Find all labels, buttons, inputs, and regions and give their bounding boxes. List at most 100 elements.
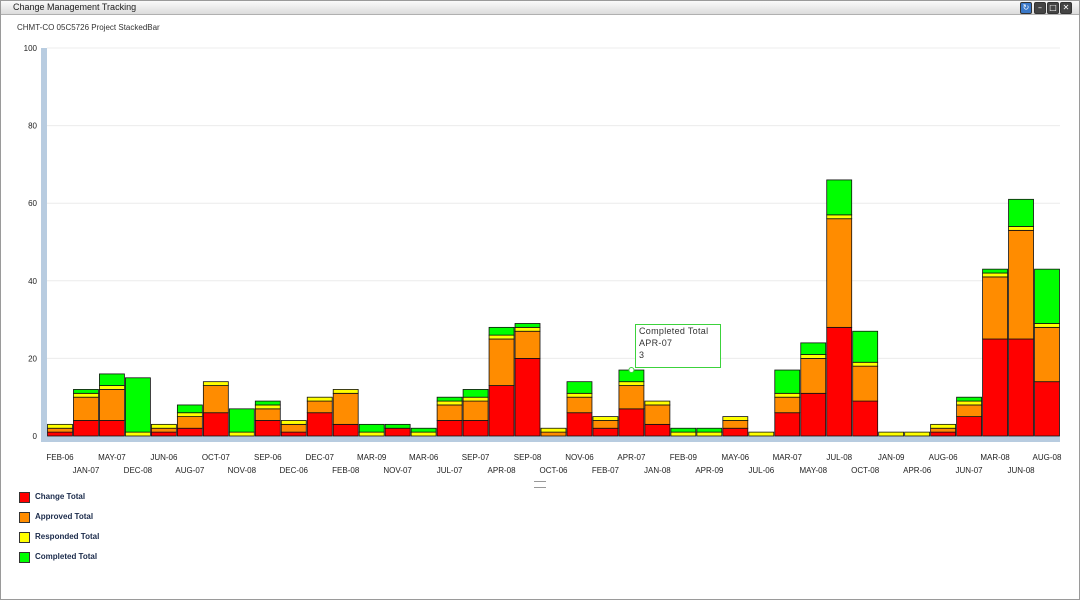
bar-segment [566, 381, 593, 394]
bar-segment [47, 431, 73, 437]
x-tick-label: NOV-08 [228, 466, 257, 475]
refresh-icon[interactable]: ↻ [1020, 2, 1032, 14]
legend-label: Responded Total [35, 532, 100, 541]
bar-segment [462, 420, 489, 437]
bar-segment [1034, 268, 1060, 324]
x-tick-label: DEC-06 [280, 466, 309, 475]
bar-segment [566, 412, 593, 437]
x-tick-label: AUG-08 [1033, 453, 1062, 462]
x-tick-label: JAN-07 [73, 466, 100, 475]
bar-segment [774, 369, 801, 394]
tooltip-value: 3 [639, 350, 645, 360]
bar-segment [904, 431, 931, 437]
bar-segment [436, 404, 463, 421]
bar-segment [254, 400, 281, 406]
bar-segment [852, 400, 879, 437]
bar-segment [852, 365, 879, 402]
x-tick-label: JUN-08 [1007, 466, 1035, 475]
bar-segment [358, 431, 385, 437]
chart-tooltip: Completed Total APR-07 3 [635, 324, 721, 368]
legend-swatch [19, 532, 30, 543]
bar-segment [1008, 226, 1034, 231]
bar-segment [540, 427, 567, 433]
bar-segment [488, 334, 515, 340]
bar-segment [462, 400, 489, 421]
bar-segment [125, 431, 151, 437]
y-tick-label: 60 [28, 199, 37, 208]
x-tick-label: FEB-06 [46, 453, 74, 462]
bar-segment [280, 420, 307, 425]
minimize-icon[interactable]: – [1034, 2, 1046, 14]
x-tick-label: OCT-08 [851, 466, 880, 475]
bar-segment [800, 357, 827, 394]
x-tick-label: NOV-06 [565, 453, 594, 462]
legend-swatch [19, 552, 30, 563]
y-axis-wall [41, 48, 47, 441]
bar-segment [99, 420, 125, 437]
splitter-handle[interactable] [534, 481, 546, 488]
bar-segment [176, 404, 203, 414]
bar-segment [125, 377, 151, 433]
bar-segment [722, 416, 749, 421]
bar-segment [99, 385, 125, 390]
x-tick-label: MAY-08 [799, 466, 827, 475]
bar-segment [1008, 338, 1034, 437]
bar-segment [722, 420, 749, 429]
bar-segment [696, 427, 723, 433]
bar-segment [644, 423, 671, 437]
bar-segment [202, 381, 229, 386]
x-tick-label: SEP-06 [254, 453, 282, 462]
x-tick-label: JUL-08 [826, 453, 852, 462]
bar-segment [644, 404, 671, 425]
bar-segment [644, 400, 671, 406]
maximize-icon[interactable]: □ [1047, 2, 1059, 14]
bar-segment [332, 423, 359, 437]
bar-segment [566, 392, 593, 398]
x-tick-label: MAR-07 [773, 453, 803, 462]
y-tick-label: 40 [28, 277, 37, 286]
bar-segment [410, 431, 437, 437]
bar-segment [254, 404, 281, 410]
x-tick-label: AUG-07 [175, 466, 204, 475]
bar-segment [99, 373, 125, 386]
bar-segment [618, 385, 645, 410]
x-tick-label: DEC-08 [124, 466, 153, 475]
close-icon[interactable]: ✕ [1060, 2, 1072, 14]
y-tick-label: 20 [28, 354, 37, 363]
bar-segment [774, 392, 801, 398]
bar-segment [514, 330, 541, 359]
bar-segment [1008, 198, 1034, 227]
bar-segment [800, 354, 827, 359]
x-tick-label: JUN-07 [956, 466, 984, 475]
bar-segment [982, 272, 1008, 278]
bar-segment [150, 427, 177, 433]
tooltip-marker [628, 367, 635, 374]
bar-segment [1034, 326, 1060, 383]
bar-segment [47, 427, 73, 433]
legend-label: Change Total [35, 492, 86, 501]
x-tick-label: NOV-07 [383, 466, 412, 475]
bar-segment [436, 400, 463, 406]
bar-segment [982, 268, 1008, 274]
bar-segment [488, 385, 515, 437]
legend-label: Approved Total [35, 512, 94, 521]
bar-segment [826, 218, 853, 328]
bar-segment [826, 179, 853, 216]
x-tick-label: MAR-06 [409, 453, 439, 462]
bar-segment [488, 326, 515, 336]
bar-segment [956, 396, 982, 402]
bar-segment [1034, 323, 1060, 328]
y-tick-label: 80 [28, 122, 37, 131]
x-tick-label: SEP-08 [514, 453, 542, 462]
bar-segment [73, 389, 99, 394]
bar-segment [956, 400, 982, 406]
bar-segment [176, 427, 203, 437]
y-tick-label: 100 [24, 44, 38, 53]
bar-segment [254, 420, 281, 437]
bar-segment [176, 416, 203, 429]
x-tick-label: MAR-09 [357, 453, 387, 462]
bar-segment [956, 416, 982, 437]
x-tick-label: JAN-08 [644, 466, 671, 475]
chart-title: CHMT-CO 05C5726 Project StackedBar [17, 23, 160, 32]
